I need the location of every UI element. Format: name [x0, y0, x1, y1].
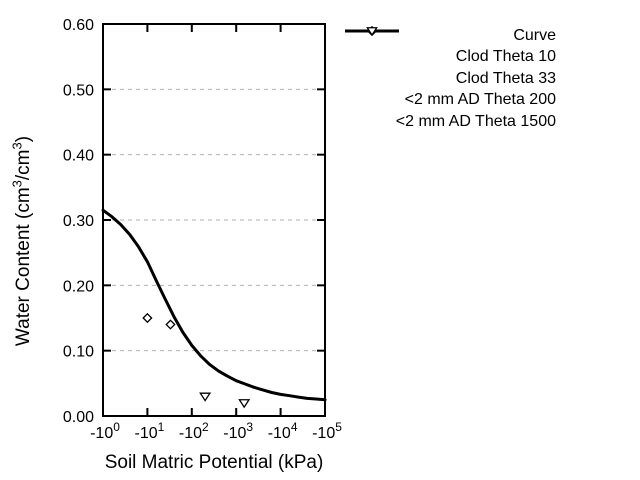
y-axis-title-text: Water Content (cm — [13, 187, 34, 347]
legend-label: <2 mm AD Theta 1500 — [395, 112, 556, 130]
x-tick-label: -102 — [179, 420, 209, 442]
legend-label: Clod Theta 10 — [455, 48, 556, 66]
point-2-mm-ad-theta-200 — [199, 392, 212, 402]
legend-label: Clod Theta 33 — [455, 69, 556, 87]
y-axis-title-superscript: 3 — [9, 142, 25, 150]
y-tick-label: 0.30 — [63, 213, 94, 230]
x-tick-label: -104 — [268, 420, 298, 442]
legend-row-2-mm-ad-theta-200: <2 mm AD Theta 200 — [340, 27, 630, 112]
y-axis-title-text: ) — [13, 135, 34, 143]
y-tick-label: 0.10 — [63, 344, 94, 361]
x-axis-title: Soil Matric Potential (kPa) — [104, 452, 324, 473]
legend-label: Curve — [513, 26, 556, 44]
x-tick-label: -103 — [223, 420, 253, 442]
y-tick-label: 0.50 — [63, 82, 94, 99]
y-tick-label: 0.20 — [63, 278, 94, 295]
x-tick-label: -100 — [90, 420, 120, 442]
legend-row-clod-theta-33: Clod Theta 33 — [340, 25, 630, 90]
legend-label: <2 mm AD Theta 200 — [404, 91, 556, 109]
point-clod-theta-33 — [165, 319, 176, 330]
y-axis-title-text: /cm — [13, 149, 34, 181]
triangle-down-icon — [366, 27, 378, 36]
legend-row-2-mm-ad-theta-1500: <2 mm AD Theta 1500 — [340, 27, 630, 133]
x-tick-label: -105 — [312, 420, 342, 442]
legend: Curve Clod Theta 10 Clod Theta 33 <2 mm AD … — [340, 25, 630, 133]
point-clod-theta-10 — [142, 312, 153, 324]
point-2-mm-ad-theta-1500 — [238, 399, 251, 409]
y-axis-title: Water Content (cm3/cm3) — [9, 81, 39, 401]
y-tick-label: 0.60 — [63, 17, 94, 34]
legend-row-clod-theta-10: Clod Theta 10 — [340, 25, 630, 69]
plot-border — [102, 23, 326, 417]
x-tick-label: -101 — [134, 420, 164, 442]
curve-line — [101, 208, 327, 402]
y-tick-label: 0.40 — [63, 148, 94, 165]
y-axis-title-superscript: 3 — [9, 180, 25, 188]
y-tick-label: 0.00 — [63, 409, 94, 426]
